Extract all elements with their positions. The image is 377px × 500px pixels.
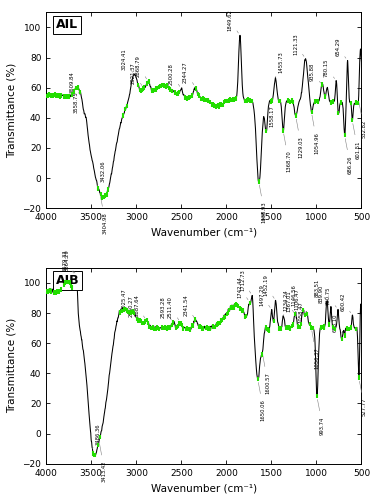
Text: 1849.62: 1849.62: [228, 10, 238, 33]
X-axis label: Wavenumber (cm⁻¹): Wavenumber (cm⁻¹): [151, 483, 257, 493]
Text: 3679.33: 3679.33: [63, 250, 74, 273]
Text: 1742.44: 1742.44: [237, 276, 248, 300]
Text: 3609.84: 3609.84: [69, 71, 80, 94]
Text: 760.75: 760.75: [326, 287, 336, 307]
Text: 3664.29: 3664.29: [64, 250, 75, 273]
Text: 1146.56: 1146.56: [291, 284, 302, 308]
Text: 2593.28: 2593.28: [161, 296, 172, 320]
X-axis label: Wavenumber (cm⁻¹): Wavenumber (cm⁻¹): [151, 228, 257, 237]
Y-axis label: Transmittance (%): Transmittance (%): [7, 62, 17, 158]
Text: 1054.96: 1054.96: [312, 115, 320, 154]
Text: 1452.19: 1452.19: [264, 274, 274, 298]
Text: 1056.37: 1056.37: [312, 330, 319, 369]
Text: 1600.57: 1600.57: [263, 356, 270, 394]
Text: 1106.47: 1106.47: [294, 288, 305, 312]
Text: 3024.41: 3024.41: [122, 48, 133, 72]
Text: 532.82: 532.82: [359, 102, 366, 138]
Text: 2868.79: 2868.79: [136, 55, 147, 79]
Text: 1650.06: 1650.06: [258, 382, 266, 421]
Text: 1229.03: 1229.03: [296, 119, 304, 158]
Text: 2341.54: 2341.54: [183, 294, 194, 318]
Text: 1368.70: 1368.70: [284, 134, 291, 172]
Text: 2500.28: 2500.28: [169, 62, 180, 86]
Text: 2921.37: 2921.37: [131, 62, 142, 86]
Text: 3486.36: 3486.36: [92, 423, 101, 449]
Text: 993.74: 993.74: [317, 400, 325, 434]
Text: 688.10: 688.10: [332, 314, 343, 334]
Text: 2887.64: 2887.64: [134, 294, 145, 318]
Text: 3413.42: 3413.42: [100, 444, 107, 482]
Text: 2950.27: 2950.27: [129, 296, 139, 319]
Text: 464.12: 464.12: [0, 499, 1, 500]
Text: 935.88: 935.88: [310, 62, 320, 83]
Text: 1058.47: 1058.47: [299, 301, 310, 325]
Text: 1367.01: 1367.01: [284, 290, 291, 316]
Text: 527.77: 527.77: [359, 381, 367, 416]
Text: 3432.06: 3432.06: [97, 160, 106, 186]
Text: 1638.93: 1638.93: [259, 185, 267, 223]
Text: 1712.73: 1712.73: [240, 270, 251, 293]
Text: 1234.24: 1234.24: [283, 289, 294, 312]
Text: 601.51: 601.51: [353, 124, 360, 159]
Text: 883.51: 883.51: [315, 278, 325, 299]
Text: 1121.33: 1121.33: [293, 33, 304, 56]
Text: 3558.75: 3558.75: [74, 91, 84, 115]
Text: 1497.29: 1497.29: [259, 284, 270, 308]
Text: 2344.27: 2344.27: [183, 61, 194, 84]
Text: AIL: AIL: [56, 18, 78, 32]
Text: 654.29: 654.29: [335, 38, 346, 58]
Text: 839.90: 839.90: [319, 284, 329, 304]
Text: 2511.40: 2511.40: [168, 296, 179, 320]
Y-axis label: Transmittance (%): Transmittance (%): [7, 318, 17, 414]
Text: 3404.98: 3404.98: [100, 195, 108, 234]
Text: 3025.47: 3025.47: [122, 288, 132, 312]
Text: 1558.17: 1558.17: [266, 106, 274, 132]
Text: 600.42: 600.42: [340, 292, 351, 312]
Text: 780.15: 780.15: [324, 58, 334, 78]
Text: 1455.73: 1455.73: [275, 52, 284, 78]
Text: AIB: AIB: [56, 274, 79, 287]
Text: 465.14: 465.14: [0, 499, 1, 500]
Text: 686.26: 686.26: [345, 138, 353, 174]
